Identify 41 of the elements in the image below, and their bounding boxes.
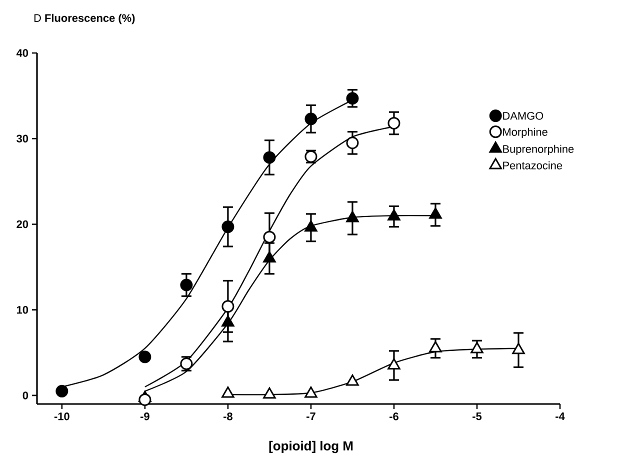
point [222,315,234,327]
y-tick-label: 40 [16,49,28,57]
x-tick-label: -4 [556,412,565,420]
point [304,220,318,232]
point [304,386,318,398]
y-tick-label: 10 [16,306,28,314]
legend-label: Buprenorphine [503,144,574,156]
point [388,209,400,221]
point [222,300,234,313]
point [388,116,400,130]
x-axis-title: [opioid] log M [269,440,353,454]
point [263,387,276,399]
x-tick-label: -7 [306,412,316,420]
point [346,374,359,386]
x-tick-label: -6 [390,412,398,420]
point [346,136,359,150]
y-tick-label: 0 [22,392,28,400]
x-tick-label: -9 [140,412,150,420]
point [429,341,442,352]
legend-label: Morphine [503,128,548,138]
y-tick-label: 20 [16,220,28,228]
x-tick-label: -8 [223,412,232,420]
point [263,251,276,262]
point [429,208,442,219]
y-tick-label: 30 [16,134,28,142]
point [346,210,359,222]
legend-label: DAMGO [503,112,544,120]
point [470,342,484,354]
legend-label: Pentazocine [503,161,562,170]
point [263,230,276,244]
x-tick-label: -5 [472,412,482,420]
point [180,278,193,292]
y-axis-title: D Fluorescence (%) [34,14,135,24]
point [304,112,318,126]
point [222,220,234,234]
point [512,342,525,354]
point [388,358,400,370]
point [346,92,359,105]
x-tick-label: -10 [54,412,70,420]
point [222,386,234,398]
point [263,151,276,164]
